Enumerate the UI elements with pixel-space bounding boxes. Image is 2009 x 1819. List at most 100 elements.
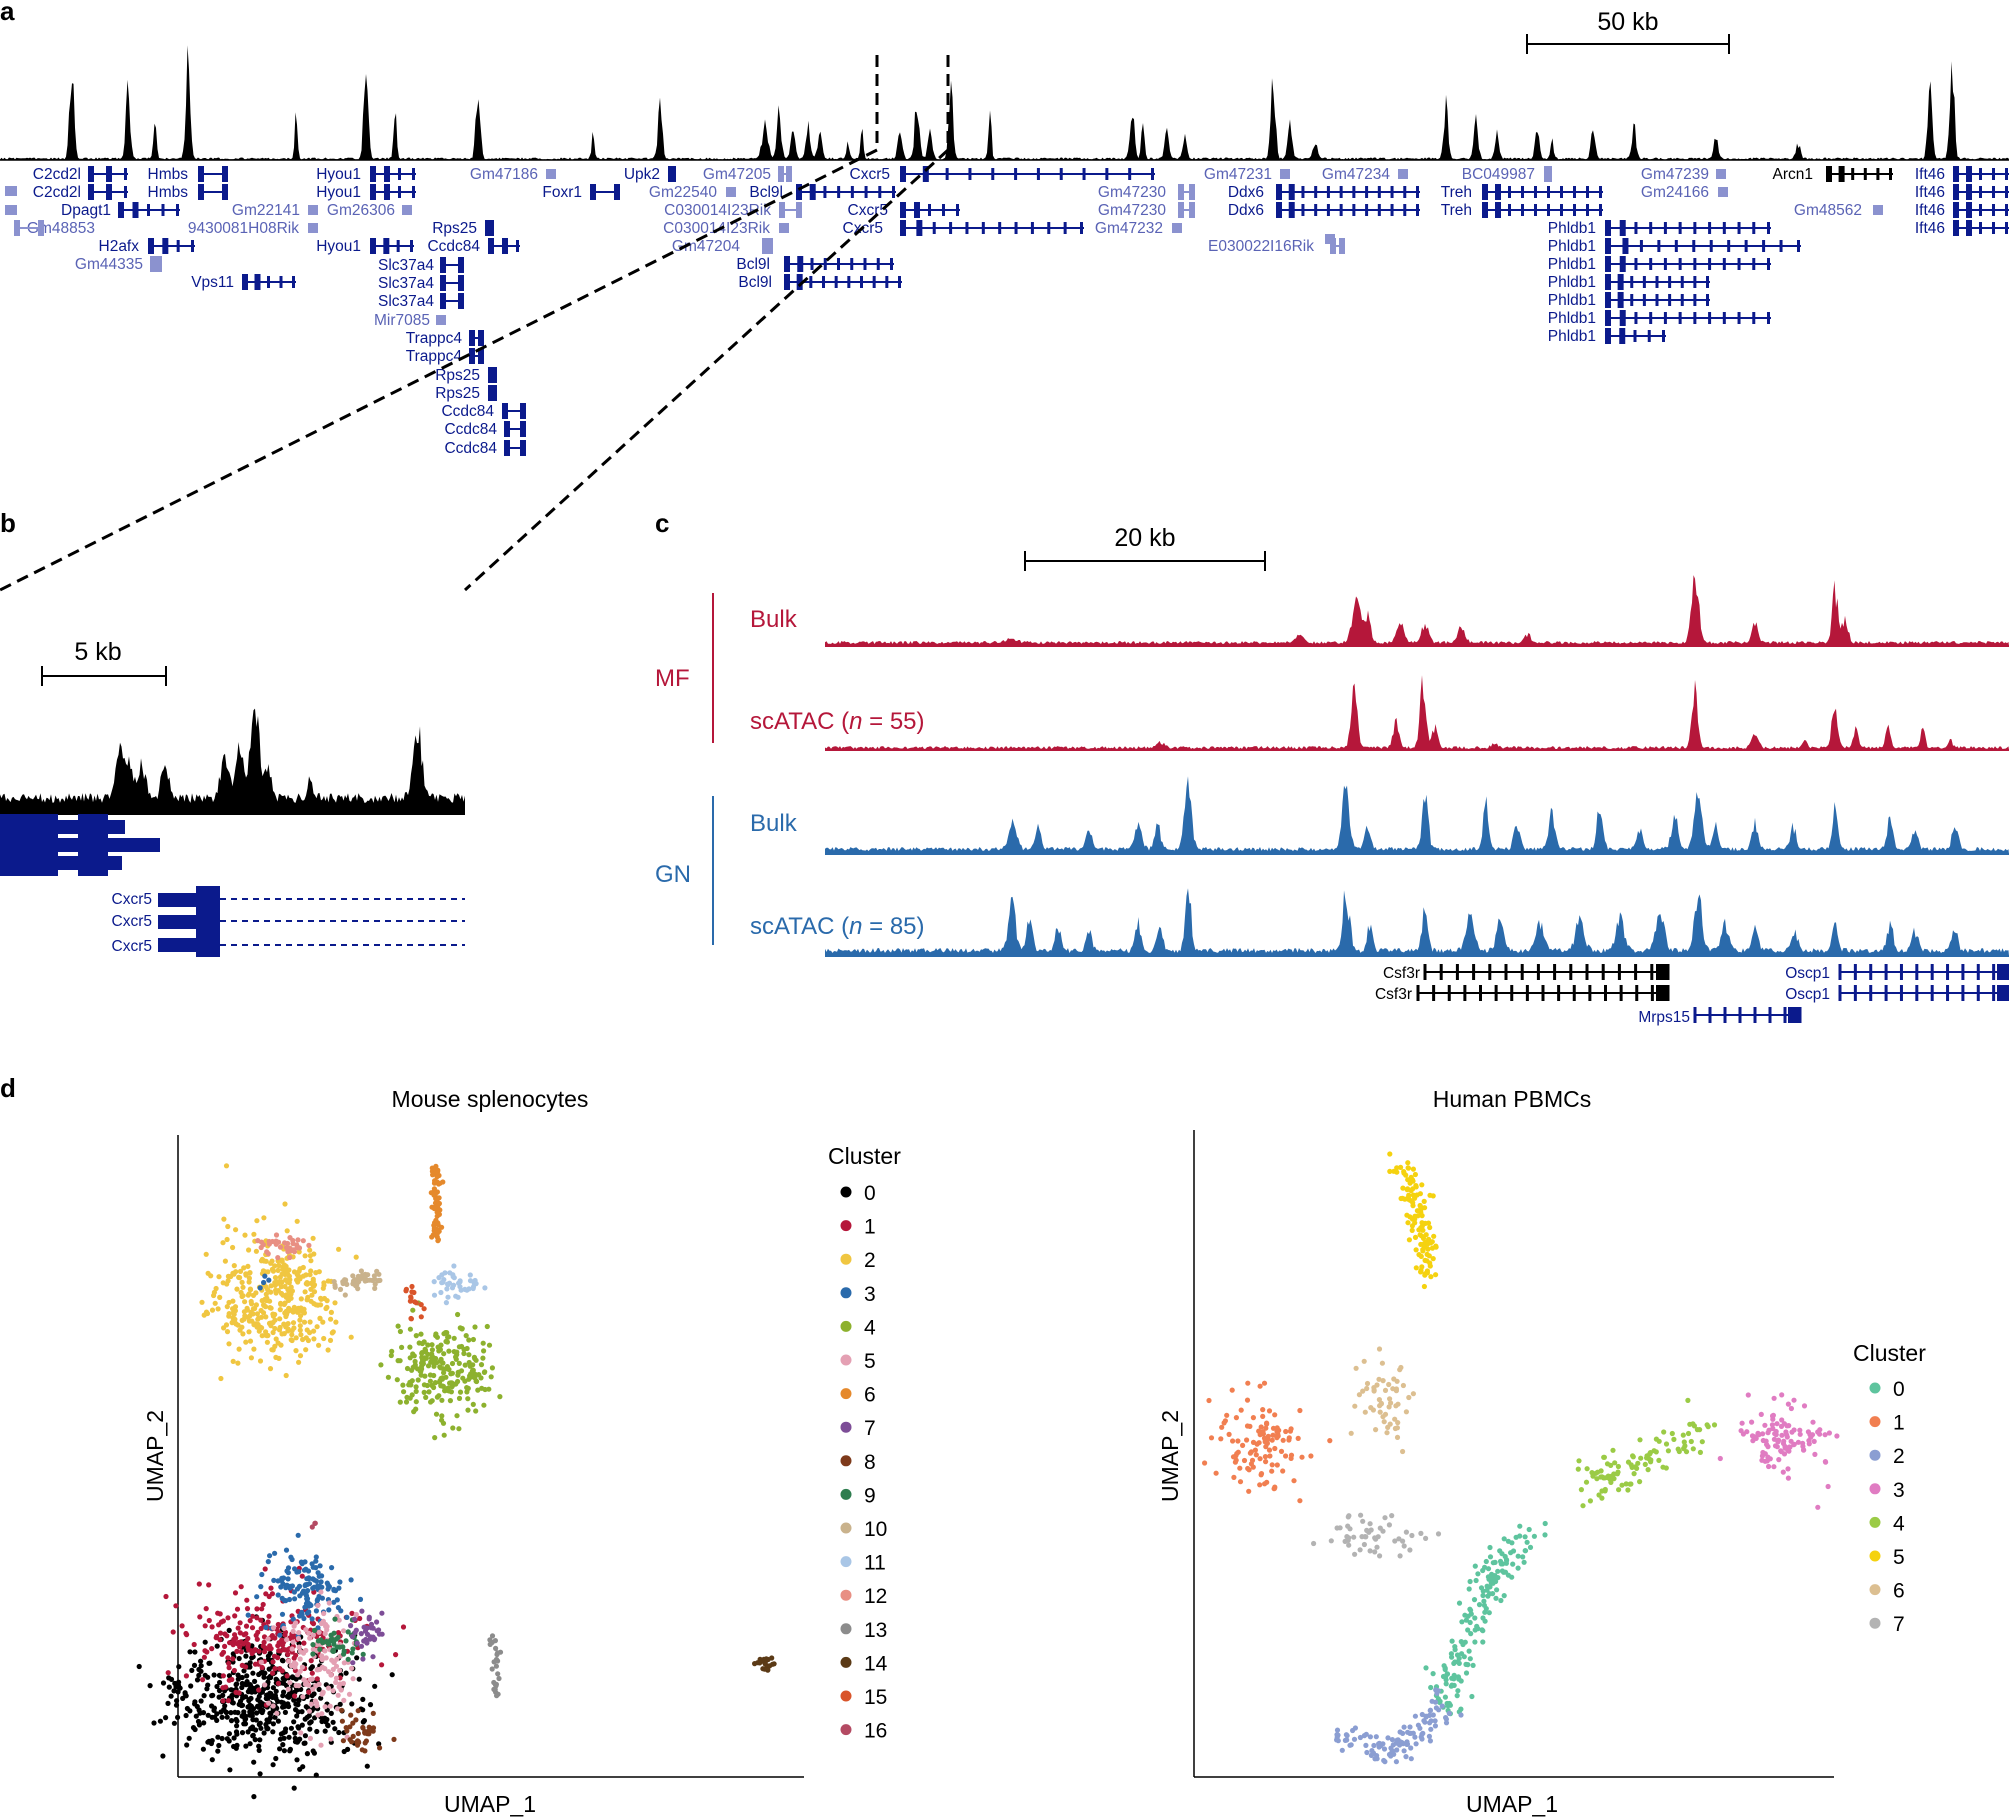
umap-point	[1413, 1247, 1419, 1253]
umap-point	[305, 1568, 312, 1574]
legend-swatch	[840, 1287, 852, 1299]
umap-point	[1237, 1465, 1243, 1471]
gene-exon	[478, 348, 484, 364]
legend-swatch	[1869, 1550, 1881, 1562]
umap-point	[1476, 1602, 1483, 1608]
umap-point	[346, 1691, 353, 1697]
umap-point	[247, 1660, 253, 1666]
umap-point	[255, 1316, 261, 1322]
umap-point	[294, 1757, 300, 1763]
gene-exon	[488, 238, 494, 254]
umap-point	[1474, 1623, 1480, 1629]
umap-point	[1400, 1185, 1406, 1191]
umap-point	[329, 1657, 335, 1663]
umap-point	[356, 1279, 362, 1285]
umap-point	[208, 1273, 214, 1279]
gene-exon	[1546, 166, 1552, 182]
umap-point	[237, 1268, 244, 1274]
umap-point	[261, 1215, 267, 1221]
umap-point	[237, 1275, 243, 1281]
umap-point	[1356, 1392, 1362, 1398]
umap-point	[1428, 1274, 1434, 1280]
umap-point	[436, 1348, 442, 1354]
umap-point	[228, 1718, 235, 1724]
gene-exon	[872, 276, 876, 288]
panel-b-cxcr5-1	[158, 886, 465, 912]
umap-point	[331, 1641, 337, 1647]
umap-point	[230, 1298, 236, 1304]
umap-point	[266, 1613, 272, 1619]
umap-point	[487, 1637, 493, 1643]
umap-point	[222, 1631, 228, 1637]
legend-swatch	[840, 1455, 852, 1467]
umap-point	[1418, 1253, 1424, 1259]
umap-point	[319, 1595, 325, 1601]
gene-exon	[1992, 222, 1995, 234]
umap-point	[1448, 1651, 1454, 1657]
umap-point	[1408, 1745, 1414, 1751]
umap-point	[1465, 1662, 1471, 1668]
umap-point	[231, 1263, 237, 1269]
umap-point	[230, 1656, 236, 1662]
umap-point	[249, 1625, 256, 1631]
umap-point	[431, 1279, 437, 1285]
umap-point	[1380, 1378, 1386, 1384]
umap-point	[1409, 1532, 1415, 1539]
gene-exon	[932, 222, 936, 234]
umap-point	[1459, 1651, 1465, 1657]
umap-point	[174, 1698, 180, 1704]
umap-point	[202, 1648, 208, 1654]
umap-point	[1345, 1514, 1351, 1520]
umap-point	[369, 1277, 375, 1283]
umap-point	[256, 1687, 262, 1693]
umap-point	[263, 1721, 269, 1728]
umap-point	[758, 1658, 764, 1664]
umap-point	[236, 1346, 242, 1352]
umap-point	[1419, 1182, 1425, 1188]
umap-point	[1346, 1542, 1352, 1548]
umap-point	[198, 1668, 204, 1674]
umap-point	[211, 1705, 217, 1711]
umap-point	[239, 1674, 245, 1681]
umap-point	[484, 1323, 490, 1330]
umap-point	[309, 1670, 315, 1676]
gene-exon	[1639, 240, 1643, 252]
umap-point	[467, 1278, 474, 1284]
umap-point	[1812, 1451, 1818, 1457]
umap-point	[1421, 1283, 1427, 1290]
gene-exon	[956, 204, 959, 216]
umap-point	[440, 1279, 446, 1285]
gene-label: Ddx6	[1228, 184, 1264, 201]
umap-point	[1352, 1403, 1358, 1409]
umap-point	[1374, 1382, 1380, 1388]
umap-point	[279, 1637, 285, 1643]
umap-point	[1267, 1453, 1273, 1459]
gene-exon	[1961, 964, 1965, 980]
umap-point	[234, 1648, 240, 1654]
umap-point	[389, 1672, 395, 1678]
gene-exon	[1390, 186, 1394, 198]
gene-label: BC049987	[1462, 166, 1535, 183]
umap-point	[240, 1331, 246, 1337]
umap-point	[447, 1398, 453, 1404]
umap-point	[1471, 1597, 1478, 1603]
umap-point	[1481, 1598, 1487, 1604]
umap-point	[1413, 1741, 1419, 1747]
umap-point	[425, 1363, 432, 1369]
umap-point	[1430, 1193, 1436, 1199]
umap-point	[233, 1682, 239, 1688]
umap-point	[421, 1306, 427, 1312]
gene-exon	[1189, 184, 1195, 200]
gene-exon	[1953, 184, 1959, 200]
umap-point	[1407, 1724, 1413, 1730]
gene-exon	[1151, 168, 1154, 180]
umap-point	[1433, 1244, 1439, 1250]
umap-point	[1334, 1525, 1340, 1531]
umap-point	[374, 1268, 380, 1274]
umap-point	[1413, 1265, 1419, 1271]
umap-point	[1602, 1475, 1608, 1481]
umap-point	[279, 1657, 285, 1663]
umap-point	[400, 1382, 406, 1388]
gene-exon	[1439, 964, 1443, 980]
umap-point	[1755, 1430, 1761, 1436]
